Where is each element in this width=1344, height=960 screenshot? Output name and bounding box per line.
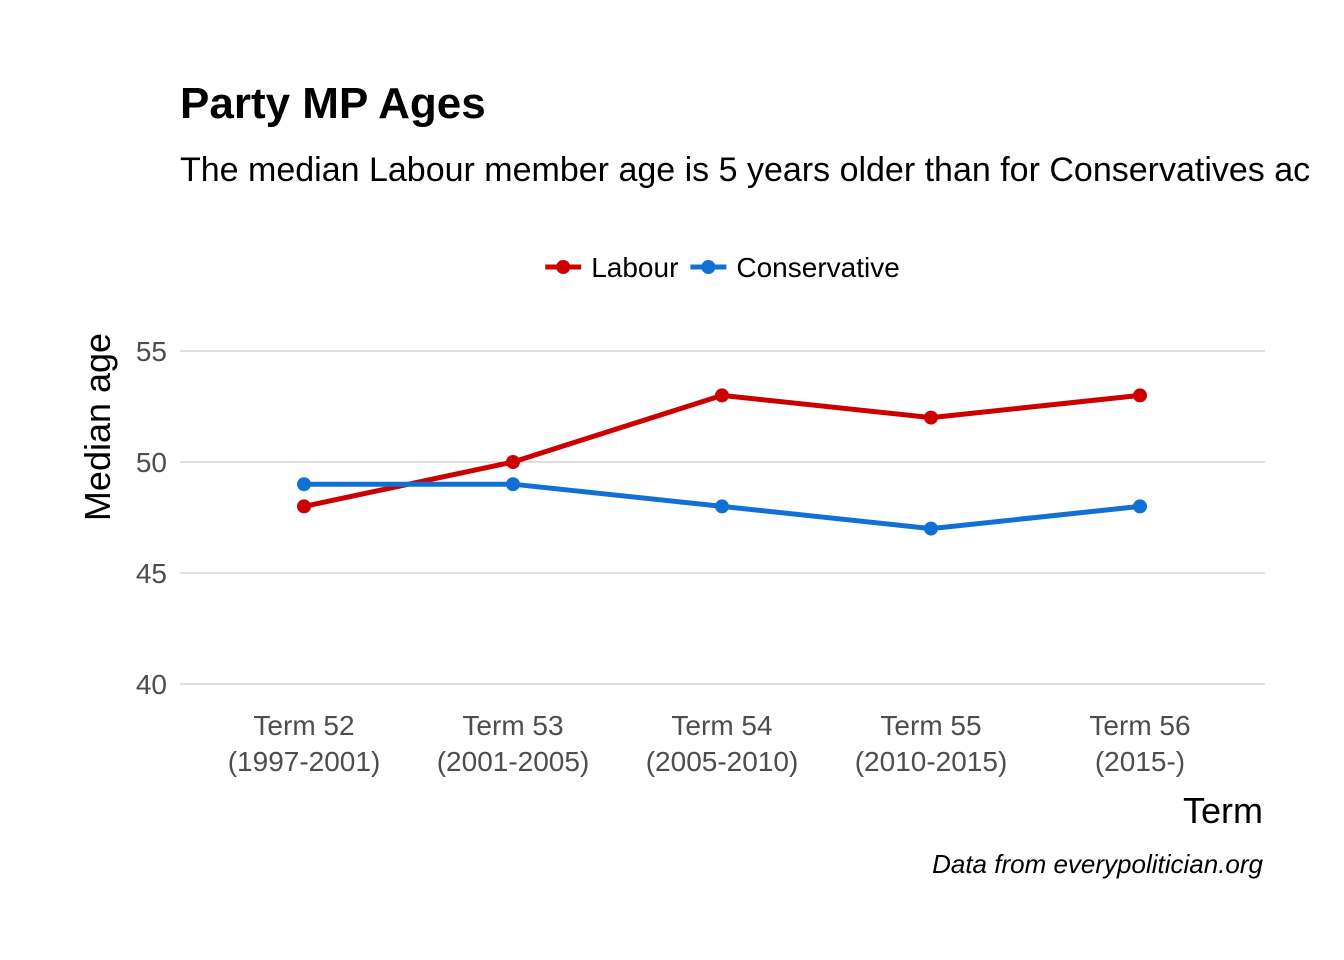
data-point-conservative-2 [506,477,520,492]
data-point-labour-4 [924,410,938,425]
data-point-labour-1 [297,499,311,514]
x-tick-label-2-term: Term 53 [462,710,563,741]
x-tick-label-3-term: Term 54 [671,710,772,741]
x-tick-label-2-period: (2001-2005) [437,746,590,777]
x-tick-label-4-period: (2010-2015) [855,746,1008,777]
x-tick-label-5-term: Term 56 [1089,710,1190,741]
legend-item-labour: Labour [545,252,678,283]
x-tick-label-3-period: (2005-2010) [646,746,799,777]
data-point-conservative-4 [924,521,938,536]
y-tick-label-40: 40 [136,669,167,700]
y-axis-title: Median age [77,333,118,521]
x-tick-label-1-term: Term 52 [253,710,354,741]
series-points [297,388,1147,536]
data-point-labour-2 [506,455,520,469]
data-point-labour-3 [715,388,729,403]
chart-caption: Data from everypolitician.org [932,849,1263,879]
legend-swatch-point-conservative [701,260,716,274]
data-point-conservative-1 [297,477,311,492]
legend: Labour Conservative [545,252,900,283]
gridlines [180,350,1265,685]
x-tick-label-1-period: (1997-2001) [228,746,381,777]
legend-item-conservative: Conservative [690,252,900,283]
legend-swatch-point-labour [556,260,571,274]
y-tick-label-45: 45 [136,558,167,589]
legend-label-labour: Labour [591,252,678,283]
x-axis-ticks: Term 52 (1997-2001) Term 53 (2001-2005) Term… [228,710,1191,777]
y-tick-label-55: 55 [136,336,167,367]
x-tick-label-5-period: (2015-) [1095,746,1185,777]
series-line-labour [301,392,1143,509]
y-tick-label-50: 50 [136,447,167,478]
x-tick-label-4-term: Term 55 [880,710,981,741]
data-point-conservative-5 [1133,499,1147,514]
x-axis-title: Term [1183,790,1263,831]
chart-subtitle: The median Labour member age is 5 years … [180,151,1310,189]
data-point-conservative-3 [715,499,729,514]
legend-label-conservative: Conservative [736,252,899,283]
data-point-labour-5 [1133,388,1147,403]
y-axis-ticks: 40 45 50 55 [136,336,167,700]
chart-title: Party MP Ages [180,79,486,128]
